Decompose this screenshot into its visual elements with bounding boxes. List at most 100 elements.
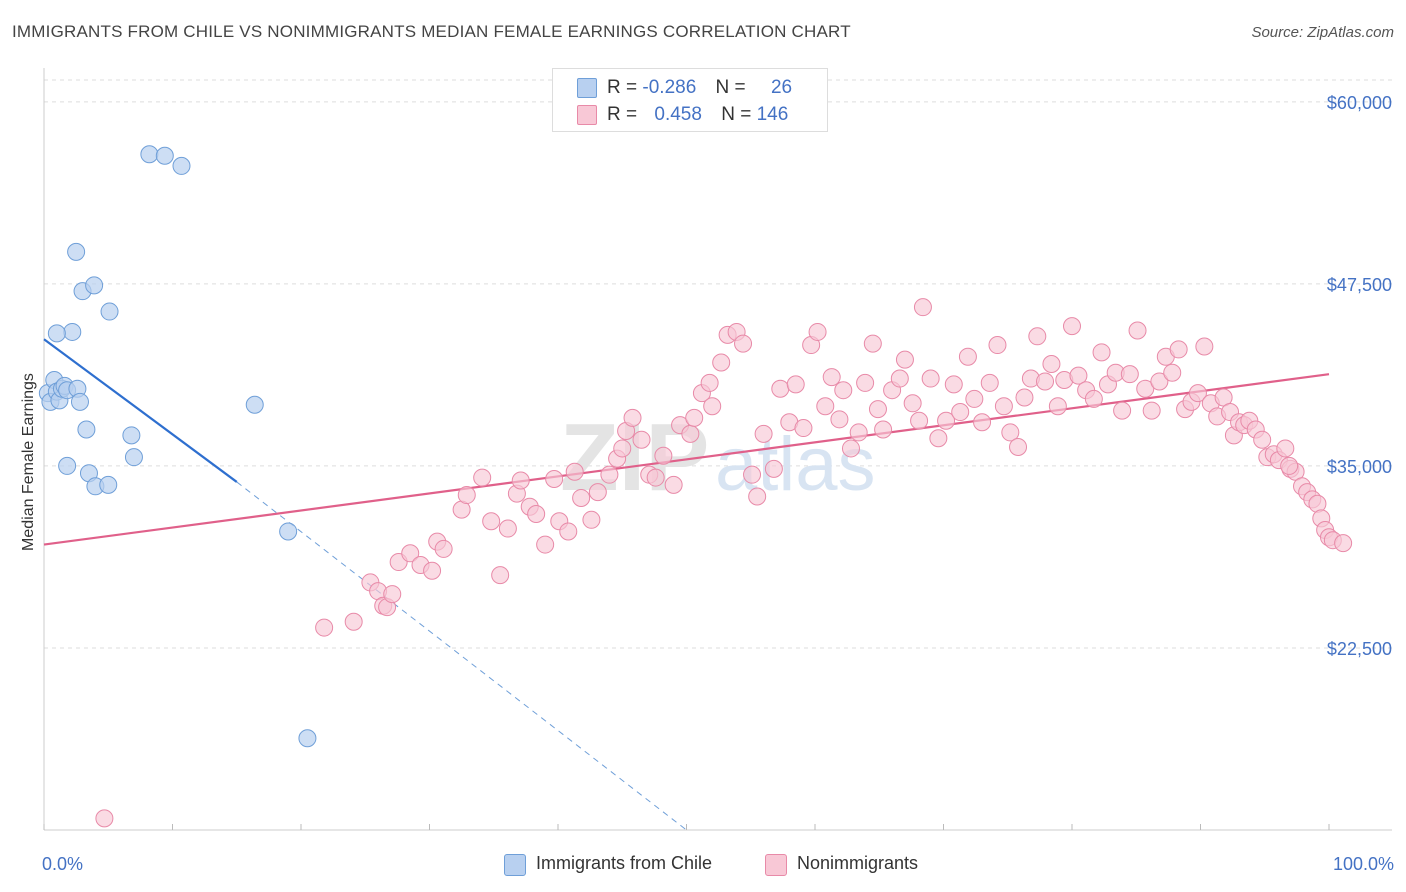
point-nonimmigrants [822, 368, 841, 387]
point-nonimmigrants [613, 439, 632, 458]
point-nonimmigrants [786, 375, 805, 394]
point-nonimmigrants [1188, 384, 1207, 403]
point-nonimmigrants [816, 397, 835, 416]
point-nonimmigrants [344, 612, 363, 631]
point-immigrants-chile [85, 276, 104, 295]
point-nonimmigrants [1084, 389, 1103, 408]
point-nonimmigrants [1276, 439, 1295, 458]
point-nonimmigrants [868, 400, 887, 419]
point-nonimmigrants [1069, 366, 1088, 385]
point-nonimmigrants [1042, 354, 1061, 373]
point-immigrants-chile [245, 395, 264, 414]
point-nonimmigrants [830, 410, 849, 429]
point-nonimmigrants [632, 430, 651, 449]
point-nonimmigrants [764, 459, 783, 478]
legend-label-immigrants: Immigrants from Chile [536, 853, 713, 873]
point-nonimmigrants [401, 544, 420, 563]
trend-line-nonimmigrants [43, 373, 1330, 546]
point-nonimmigrants [654, 446, 673, 465]
point-nonimmigrants [315, 618, 334, 637]
point-nonimmigrants [1253, 430, 1272, 449]
legend-stats: R = -0.286 N = 26 R = 0.458 N = 146 [552, 68, 828, 132]
legend-r-label: R = [607, 77, 638, 98]
point-immigrants-chile [63, 322, 82, 341]
point-nonimmigrants [1063, 317, 1081, 336]
point-nonimmigrants [482, 512, 501, 531]
point-nonimmigrants [856, 373, 875, 392]
point-nonimmigrants [565, 462, 584, 481]
point-nonimmigrants [681, 424, 700, 443]
point-nonimmigrants [895, 350, 914, 369]
point-nonimmigrants [511, 471, 530, 490]
point-nonimmigrants [937, 411, 956, 430]
legend-swatch-pink [577, 105, 597, 125]
point-nonimmigrants [863, 334, 882, 353]
point-nonimmigrants [834, 381, 853, 400]
point-nonimmigrants [1169, 340, 1188, 359]
y-tick-label: $35,000 [1327, 457, 1392, 477]
point-nonimmigrants [559, 522, 578, 541]
point-nonimmigrants [1036, 372, 1055, 391]
point-nonimmigrants [712, 353, 731, 372]
point-immigrants-chile [47, 324, 66, 343]
point-nonimmigrants [700, 373, 719, 392]
point-immigrants-chile [99, 475, 118, 494]
legend-swatch-blue [577, 78, 597, 98]
trend-line-immigrants-chile [43, 338, 238, 483]
x-tick-label-max: 100.0% [1333, 854, 1394, 874]
legend-r-label: R = [607, 104, 638, 125]
legend-n-value: 146 [756, 104, 789, 125]
point-nonimmigrants [841, 439, 860, 458]
point-nonimmigrants [1113, 401, 1132, 420]
legend-n-label: N = [715, 77, 746, 98]
point-nonimmigrants [980, 373, 999, 392]
point-immigrants-chile [172, 156, 191, 175]
chart-source: Source: ZipAtlas.com [1251, 24, 1394, 41]
watermark: ZIP atlas [560, 404, 876, 511]
axis-layer: $22,500 $35,000 $47,500 $60,000 0.0% 100.0% [42, 68, 1394, 874]
legend-n-label: N = [721, 104, 752, 125]
point-nonimmigrants [1163, 363, 1182, 382]
point-nonimmigrants [874, 420, 893, 439]
y-tick-label: $60,000 [1327, 93, 1392, 113]
point-nonimmigrants [572, 488, 591, 507]
point-nonimmigrants [794, 419, 813, 438]
point-nonimmigrants [491, 566, 510, 585]
point-nonimmigrants [1142, 401, 1161, 420]
point-immigrants-chile [155, 146, 174, 165]
trend-layer [43, 338, 1330, 831]
point-nonimmigrants [703, 397, 722, 416]
point-nonimmigrants [913, 298, 932, 317]
points-layer [38, 145, 1353, 828]
point-nonimmigrants [965, 389, 984, 408]
point-nonimmigrants [1334, 534, 1353, 553]
y-tick-label: $22,500 [1327, 639, 1392, 659]
point-nonimmigrants [1120, 365, 1139, 384]
point-nonimmigrants [754, 424, 773, 443]
point-nonimmigrants [973, 413, 992, 432]
point-nonimmigrants [536, 535, 555, 554]
legend-swatch-immigrants [504, 854, 526, 876]
point-nonimmigrants [588, 483, 607, 502]
point-immigrants-chile [67, 242, 86, 261]
point-nonimmigrants [498, 519, 517, 538]
point-nonimmigrants [1009, 437, 1028, 456]
point-nonimmigrants [921, 369, 940, 388]
point-immigrants-chile [140, 145, 159, 164]
point-nonimmigrants [734, 334, 753, 353]
point-nonimmigrants [808, 322, 827, 341]
y-tick-label: $47,500 [1327, 275, 1392, 295]
legend-r-value: 0.458 [654, 104, 702, 125]
legend-swatch-nonimmigrants [765, 854, 787, 876]
point-nonimmigrants [527, 504, 546, 523]
point-nonimmigrants [1001, 423, 1020, 442]
chart-title: IMMIGRANTS FROM CHILE VS NONIMMIGRANTS M… [12, 22, 851, 41]
point-nonimmigrants [1150, 372, 1169, 391]
point-immigrants-chile [279, 522, 298, 541]
point-nonimmigrants [623, 408, 642, 427]
point-nonimmigrants [958, 347, 977, 366]
point-nonimmigrants [1015, 388, 1034, 407]
point-nonimmigrants [1280, 456, 1299, 475]
